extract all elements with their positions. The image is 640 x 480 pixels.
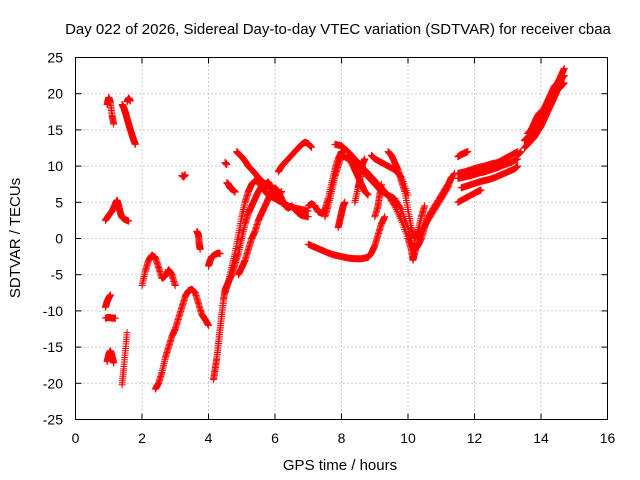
y-tick-label: -25	[43, 412, 63, 428]
data-point	[395, 211, 403, 219]
data-point	[560, 64, 568, 72]
data-point	[361, 155, 369, 163]
data-point	[171, 282, 179, 290]
data-point	[106, 291, 114, 299]
data-point	[125, 217, 133, 225]
x-tick-label: 16	[600, 430, 616, 446]
data-point	[514, 162, 522, 170]
x-tick-label: 4	[205, 430, 213, 446]
data-point	[131, 140, 139, 148]
data-point	[223, 161, 231, 169]
y-tick-label: -20	[43, 375, 63, 391]
x-tick-label: 14	[533, 430, 549, 446]
y-tick-labels: 25 20 15 10 5 0 -5 -10 -15 -20 -25	[43, 50, 63, 428]
data-point	[381, 213, 389, 221]
data-point	[377, 180, 385, 188]
data-point	[308, 143, 316, 151]
data-point	[341, 198, 349, 206]
data-point	[123, 329, 131, 337]
data-point	[392, 204, 400, 212]
data-point	[391, 202, 399, 210]
data-point	[517, 148, 525, 156]
data-point	[390, 201, 398, 209]
data-point	[216, 250, 224, 258]
data-point	[111, 314, 119, 322]
y-tick-label: 25	[47, 50, 63, 66]
y-tick-label: 5	[55, 194, 63, 210]
x-tick-label: 6	[271, 430, 279, 446]
data-point	[397, 215, 405, 223]
y-tick-label: -5	[51, 267, 64, 283]
data-point	[110, 120, 118, 128]
chart-title: Day 022 of 2026, Sidereal Day-to-day VTE…	[65, 21, 611, 38]
data-point	[396, 213, 404, 221]
data-point	[110, 359, 118, 367]
x-tick-label: 8	[338, 430, 346, 446]
y-tick-label: 20	[47, 86, 63, 102]
y-tick-label: 15	[47, 122, 63, 138]
grid-lines	[75, 57, 608, 420]
y-tick-label: 10	[47, 158, 63, 174]
data-point	[394, 209, 402, 217]
data-point	[421, 202, 429, 210]
data-point	[126, 97, 134, 105]
data-point	[181, 171, 189, 179]
x-tick-label: 2	[138, 430, 146, 446]
data-point	[205, 321, 212, 329]
data-point	[560, 79, 568, 87]
data-point	[231, 188, 239, 196]
axis-ticks	[75, 57, 608, 420]
x-tick-label: 10	[400, 430, 416, 446]
data-point	[560, 72, 568, 80]
y-tick-label: 0	[55, 231, 63, 247]
y-axis-label: SDTVAR / TECUs	[7, 178, 24, 298]
y-tick-label: -15	[43, 339, 63, 355]
data-point	[392, 206, 400, 214]
data-point	[464, 148, 472, 156]
x-axis-label: GPS time / hours	[283, 457, 397, 474]
data-points	[101, 64, 568, 393]
data-point	[304, 213, 312, 221]
data-point	[364, 191, 372, 199]
y-tick-label: -10	[43, 303, 63, 319]
x-tick-label: 0	[72, 430, 80, 446]
data-point	[196, 245, 204, 253]
data-point	[447, 173, 455, 181]
data-point	[393, 207, 401, 215]
x-tick-label: 12	[467, 430, 483, 446]
data-point	[477, 186, 485, 194]
data-point	[278, 187, 286, 195]
x-tick-labels: 0 2 4 6 8 10 12 14 16	[72, 430, 616, 446]
